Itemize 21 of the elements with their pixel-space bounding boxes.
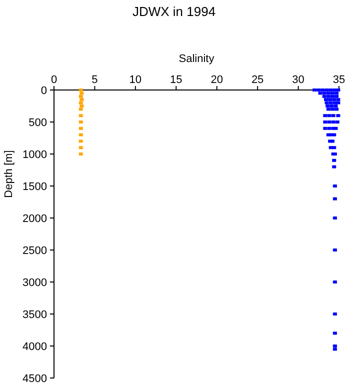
x-tick-label: 5 (92, 74, 98, 86)
y-tick-label: 500 (28, 117, 47, 129)
x-tick-label: 20 (210, 74, 223, 86)
chart-title: JDWX in 1994 (132, 4, 216, 19)
y-tick-label: 0 (40, 85, 47, 97)
y-tick-label: 3500 (22, 309, 47, 321)
y-tick-label: 4000 (22, 341, 47, 353)
y-tick-label: 3000 (22, 277, 47, 289)
x-tick-label: 10 (129, 74, 142, 86)
y-tick-label: 2000 (22, 213, 47, 225)
x-tick-label: 25 (251, 74, 264, 86)
y-tick-label: 2500 (22, 245, 47, 257)
y-axis-title: Depth [m] (3, 150, 15, 198)
x-axis-title: Salinity (178, 53, 215, 65)
y-tick-label: 1000 (22, 149, 47, 161)
x-tick-label: 15 (170, 74, 182, 86)
y-tick-label: 1500 (22, 181, 47, 193)
y-tick-label: 4500 (22, 373, 47, 384)
x-tick-label: 0 (50, 74, 58, 86)
x-tick-label: 30 (292, 74, 304, 86)
x-tick-label: 35 (332, 74, 346, 86)
